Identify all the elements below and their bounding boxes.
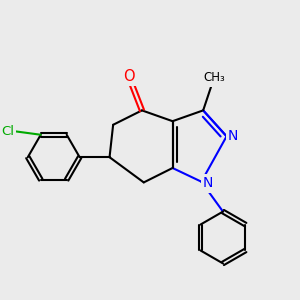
Text: CH₃: CH₃ [203, 71, 225, 85]
Text: Cl: Cl [1, 124, 14, 138]
Text: N: N [228, 129, 238, 143]
Text: N: N [203, 176, 213, 190]
Text: O: O [124, 69, 135, 84]
